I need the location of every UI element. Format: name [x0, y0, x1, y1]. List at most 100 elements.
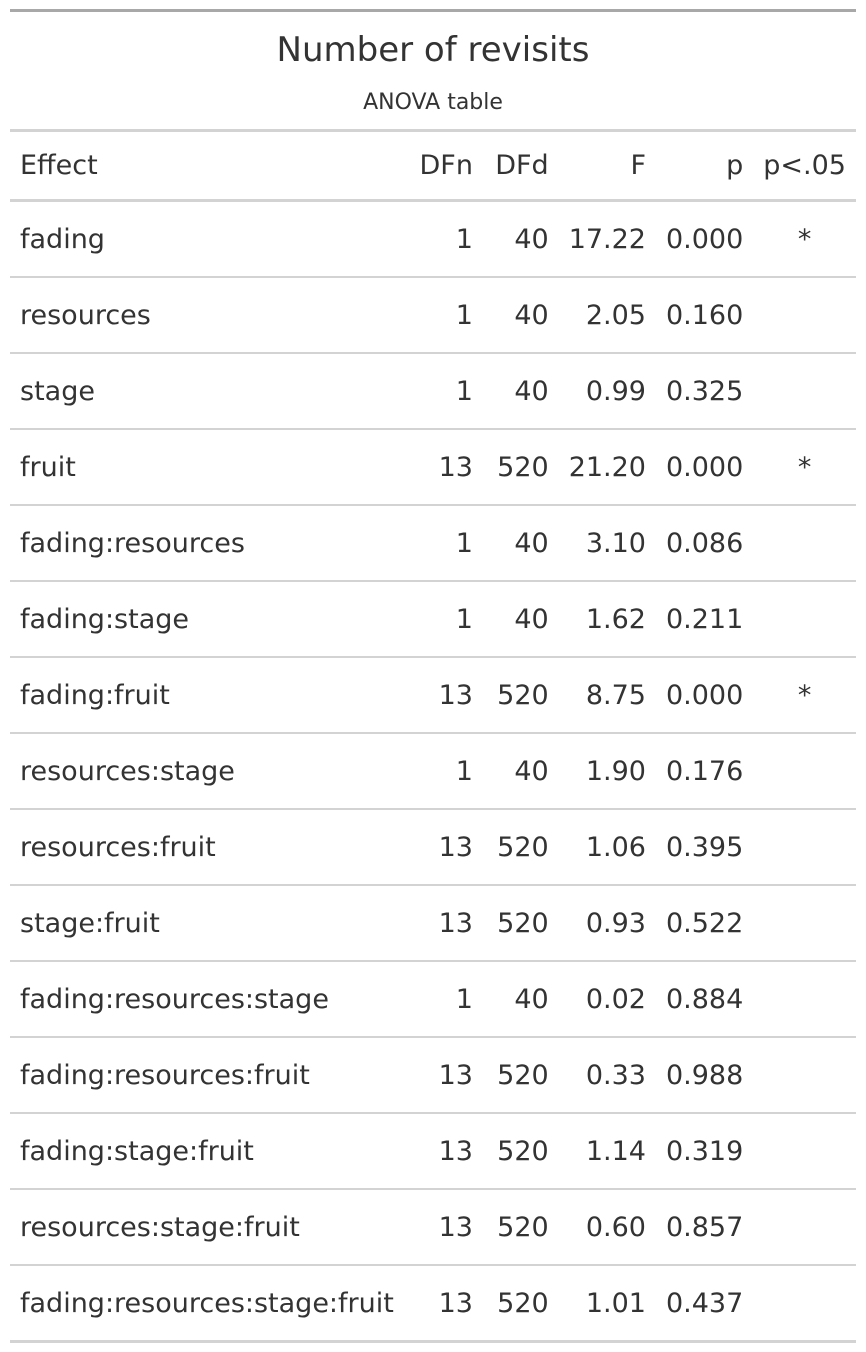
cell-significance: *	[797, 223, 812, 255]
cell-significance	[753, 884, 856, 961]
cell-p: 0.000	[655, 428, 754, 505]
cell-f: 1.14	[558, 1112, 656, 1189]
table-row: fading 1 40 17.22 0.000 *	[10, 201, 856, 278]
cell-p: 0.211	[655, 580, 754, 657]
cell-dfn: 1	[407, 580, 483, 657]
cell-effect: fading:stage:fruit	[10, 1112, 408, 1189]
table-row: fading:stage 1 40 1.62 0.211	[10, 580, 856, 657]
table-subtitle: ANOVA table	[363, 90, 503, 115]
cell-f: 1.62	[558, 580, 656, 657]
table-row: resources:fruit 13 520 1.06 0.395	[10, 808, 856, 885]
cell-effect: fading	[20, 223, 105, 255]
col-header-f: F	[558, 129, 656, 202]
col-header-dfn: DFn	[407, 129, 483, 202]
cell-dfn: 13	[407, 1112, 483, 1189]
cell-p: 0.086	[655, 504, 754, 581]
cell-dfd: 40	[482, 276, 559, 353]
cell-dfn: 1	[407, 732, 483, 809]
cell-f: 0.02	[558, 960, 656, 1037]
table-row: resources 1 40 2.05 0.160	[10, 276, 856, 353]
cell-f: 3.10	[558, 504, 656, 581]
cell-significance	[753, 1036, 856, 1113]
table-title: Number of revisits	[276, 30, 590, 70]
table-row: stage:fruit 13 520 0.93 0.522	[10, 884, 856, 961]
cell-f: 0.99	[558, 352, 656, 429]
cell-p: 0.437	[655, 1264, 754, 1343]
cell-p: 0.884	[655, 960, 754, 1037]
cell-dfn: 13	[407, 656, 483, 733]
cell-dfd: 520	[482, 1188, 559, 1265]
table-row: fading:fruit 13 520 8.75 0.000 *	[10, 656, 856, 733]
cell-dfn: 13	[407, 1188, 483, 1265]
cell-effect: resources:stage:fruit	[10, 1188, 408, 1265]
cell-significance	[753, 504, 856, 581]
cell-dfd: 40	[482, 732, 559, 809]
table-row: stage 1 40 0.99 0.325	[10, 352, 856, 429]
cell-effect: fading:resources:stage:fruit	[10, 1264, 408, 1343]
table-row: fading:resources:stage:fruit 13 520 1.01…	[10, 1264, 856, 1343]
cell-dfd: 40	[482, 352, 559, 429]
table-row: fading:resources:stage 1 40 0.02 0.884	[10, 960, 856, 1037]
cell-dfn: 1	[455, 223, 473, 255]
cell-significance	[753, 1188, 856, 1265]
cell-dfn: 1	[407, 504, 483, 581]
cell-f: 17.22	[568, 223, 646, 255]
cell-effect: resources:stage	[10, 732, 408, 809]
cell-effect: fading:resources:fruit	[10, 1036, 408, 1113]
cell-f: 1.01	[558, 1264, 656, 1343]
cell-f: 2.05	[558, 276, 656, 353]
col-header-effect: Effect	[10, 129, 408, 202]
anova-table: Effect DFn DFd F p p<.05 fading 1 40 17.…	[10, 129, 856, 1343]
cell-p: 0.522	[655, 884, 754, 961]
table-row: fading:stage:fruit 13 520 1.14 0.319	[10, 1112, 856, 1189]
cell-effect: fruit	[10, 428, 408, 505]
cell-dfd: 40	[482, 504, 559, 581]
cell-effect: fading:resources:stage	[10, 960, 408, 1037]
cell-effect: fading:fruit	[10, 656, 408, 733]
cell-dfd: 520	[482, 1036, 559, 1113]
cell-significance	[753, 1112, 856, 1189]
cell-effect: fading:stage	[10, 580, 408, 657]
cell-significance	[753, 732, 856, 809]
cell-f: 0.60	[558, 1188, 656, 1265]
cell-dfd: 520	[482, 1112, 559, 1189]
cell-dfn: 1	[407, 276, 483, 353]
col-header-p: p	[655, 129, 754, 202]
cell-dfn: 13	[407, 1036, 483, 1113]
cell-f: 0.33	[558, 1036, 656, 1113]
top-rule	[10, 9, 856, 12]
cell-dfd: 520	[482, 808, 559, 885]
cell-significance	[753, 276, 856, 353]
cell-effect: resources	[10, 276, 408, 353]
cell-dfd: 40	[482, 580, 559, 657]
col-header-dfd: DFd	[482, 129, 559, 202]
cell-significance: *	[753, 428, 856, 505]
table-row: fruit 13 520 21.20 0.000 *	[10, 428, 856, 505]
cell-dfd: 40	[482, 960, 559, 1037]
cell-dfn: 13	[407, 884, 483, 961]
header-row: Effect DFn DFd F p p<.05	[10, 129, 856, 202]
cell-dfd: 520	[482, 1264, 559, 1343]
cell-significance	[753, 1264, 856, 1343]
cell-p: 0.319	[655, 1112, 754, 1189]
cell-f: 8.75	[558, 656, 656, 733]
cell-p: 0.988	[655, 1036, 754, 1113]
table-row: resources:stage 1 40 1.90 0.176	[10, 732, 856, 809]
cell-p: 0.000	[655, 656, 754, 733]
table-row: fading:resources 1 40 3.10 0.086	[10, 504, 856, 581]
cell-dfd: 520	[482, 428, 559, 505]
cell-dfn: 13	[407, 808, 483, 885]
cell-significance: *	[753, 656, 856, 733]
cell-significance	[753, 580, 856, 657]
cell-dfd: 520	[482, 884, 559, 961]
cell-effect: stage:fruit	[10, 884, 408, 961]
cell-p: 0.325	[655, 352, 754, 429]
cell-effect: resources:fruit	[10, 808, 408, 885]
cell-f: 1.06	[558, 808, 656, 885]
cell-p: 0.160	[655, 276, 754, 353]
table-row: fading:resources:fruit 13 520 0.33 0.988	[10, 1036, 856, 1113]
cell-significance	[753, 960, 856, 1037]
cell-f: 0.93	[558, 884, 656, 961]
cell-f: 1.90	[558, 732, 656, 809]
